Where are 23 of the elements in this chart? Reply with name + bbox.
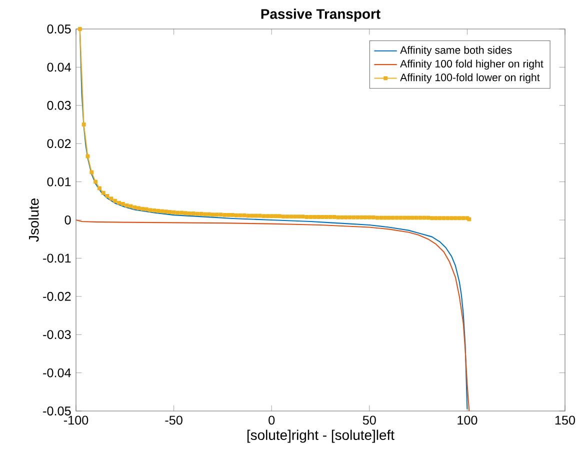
y-tick-label: -0.05	[43, 406, 71, 416]
y-axis-title: Jsolute	[28, 198, 39, 242]
y-tick-label: 0.02	[47, 139, 71, 148]
y-tick-label: 0	[64, 216, 71, 224]
x-tick-label: 50	[362, 416, 376, 425]
y-tick-label: -0.04	[43, 368, 71, 378]
x-tick-label: 0	[268, 416, 275, 425]
y-tick-label: 0.04	[47, 62, 71, 72]
legend-label: Affinity same both sides	[400, 46, 512, 56]
chart-title: Passive Transport	[261, 8, 380, 22]
x-tick-label: 150	[555, 416, 576, 425]
x-axis-title: [solute]right - [solute]left	[247, 430, 394, 443]
x-tick-label: -50	[165, 416, 182, 425]
y-tick-label: -0.01	[43, 254, 71, 263]
y-tick-label: 0.03	[47, 100, 71, 110]
y-tick-label: 0.05	[47, 24, 71, 34]
y-tick-label: 0.01	[47, 177, 71, 186]
legend-label: Affinity 100-fold lower on right	[400, 73, 540, 84]
y-tick-label: -0.02	[43, 292, 71, 301]
x-tick-label: 100	[458, 416, 478, 425]
x-tick-label: -100	[64, 416, 88, 425]
y-tick-label: -0.03	[43, 330, 71, 340]
legend-label: Affinity 100 fold higher on right	[400, 60, 544, 70]
